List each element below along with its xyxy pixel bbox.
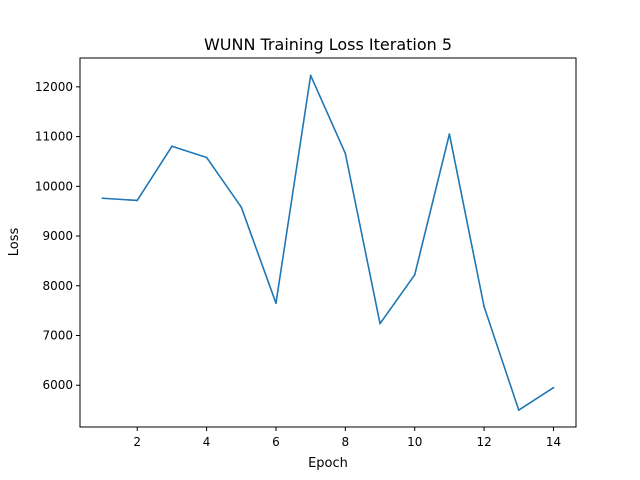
y-tick-label: 6000 bbox=[42, 378, 73, 392]
y-axis-label: Loss bbox=[7, 228, 22, 257]
y-axis-ticks: 6000 7000 8000 9000 10000 11000 12000 bbox=[35, 80, 80, 392]
x-tick-label: 14 bbox=[546, 435, 561, 449]
loss-data-point bbox=[275, 302, 277, 305]
x-tick-label: 10 bbox=[407, 435, 422, 449]
axes-frame bbox=[79, 57, 577, 428]
x-tick-label: 8 bbox=[342, 435, 350, 449]
loss-data-point bbox=[205, 156, 208, 159]
y-tick-label: 11000 bbox=[35, 130, 73, 144]
y-tick-label: 10000 bbox=[35, 179, 73, 193]
y-tick-label: 7000 bbox=[42, 328, 73, 342]
plot-area bbox=[101, 74, 555, 411]
x-tick-label: 2 bbox=[133, 435, 141, 449]
chart-title: WUNN Training Loss Iteration 5 bbox=[204, 35, 452, 54]
loss-data-point bbox=[413, 273, 416, 276]
loss-data-point bbox=[171, 145, 173, 148]
loss-data-point bbox=[344, 152, 347, 155]
x-tick-label: 6 bbox=[272, 435, 280, 449]
x-tick-label: 12 bbox=[476, 435, 491, 449]
y-tick-label: 12000 bbox=[35, 80, 73, 94]
x-tick-label: 4 bbox=[203, 435, 211, 449]
loss-data-point bbox=[517, 409, 520, 411]
loss-series-line bbox=[101, 74, 555, 411]
y-tick-label: 9000 bbox=[42, 229, 73, 243]
loss-data-point bbox=[309, 74, 312, 77]
loss-data-point bbox=[101, 197, 104, 200]
x-axis-label: Epoch bbox=[308, 456, 348, 471]
loss-data-point bbox=[240, 206, 243, 209]
x-axis-ticks: 2 4 6 8 10 12 14 bbox=[133, 427, 561, 449]
loss-data-point bbox=[448, 133, 451, 135]
loss-data-point bbox=[136, 199, 139, 202]
loss-data-point bbox=[483, 305, 485, 308]
y-tick-label: 8000 bbox=[42, 279, 73, 293]
loss-data-point bbox=[379, 322, 381, 325]
loss-data-point bbox=[552, 386, 555, 389]
